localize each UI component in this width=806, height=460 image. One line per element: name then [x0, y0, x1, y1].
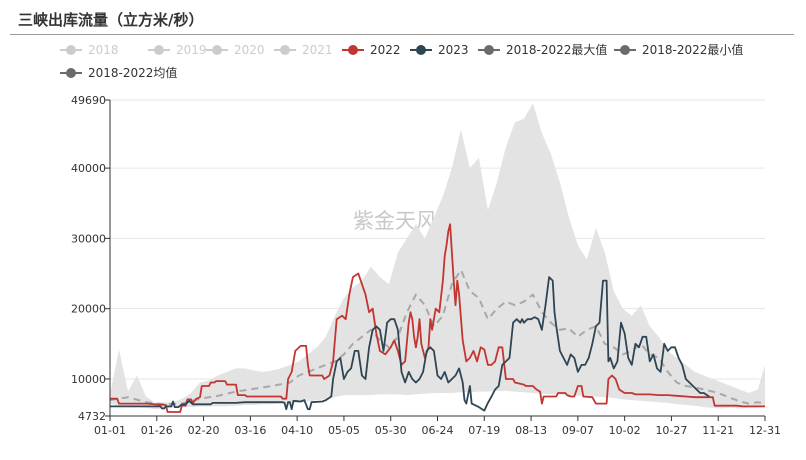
y-tick-label: 20000	[71, 303, 106, 316]
x-tick-label: 02-20	[188, 424, 220, 437]
y-tick-label: 10000	[71, 373, 106, 386]
legend-label: 2021	[302, 43, 333, 57]
series-2022-line	[110, 223, 765, 413]
x-tick-label: 10-27	[655, 424, 687, 437]
legend[interactable]: 2018 2019 2020 2021 2022 2023 2018-2022最大值 2018…	[60, 42, 743, 80]
series-2023-line	[110, 276, 710, 412]
y-tick-label: 40000	[71, 162, 106, 175]
circle-line-icon	[60, 45, 82, 55]
title-divider	[10, 34, 794, 35]
legend-label: 2018-2022最小值	[642, 42, 743, 57]
legend-item-2018[interactable]: 2018	[60, 43, 119, 57]
circle-line-icon	[274, 45, 296, 55]
x-tick-label: 03-16	[234, 424, 266, 437]
axes: 4732 10000 20000 30000 40000 49690 01-01 01-26 0…	[71, 94, 781, 437]
circle-line-icon	[342, 45, 364, 55]
x-tick-label: 06-24	[422, 424, 454, 437]
y-tick-label: 30000	[71, 232, 106, 245]
legend-label: 2018-2022最大值	[506, 42, 607, 57]
circle-line-icon	[60, 68, 82, 78]
circle-line-icon	[148, 45, 170, 55]
series-max-min-area	[110, 103, 765, 410]
x-tick-label: 11-21	[702, 424, 734, 437]
legend-item-2020[interactable]: 2020	[206, 43, 265, 57]
x-tick-label: 01-01	[94, 424, 126, 437]
x-tick-label: 08-13	[515, 424, 547, 437]
chart-title: 三峡出库流量（立方米/秒）	[18, 11, 204, 29]
legend-item-2018-2022最大值[interactable]: 2018-2022最大值	[478, 42, 607, 57]
legend-item-2021[interactable]: 2021	[274, 43, 333, 57]
y-tick-label: 49690	[71, 94, 106, 107]
legend-label: 2018	[88, 43, 119, 57]
legend-item-2018-2022最小值[interactable]: 2018-2022最小值	[614, 42, 743, 57]
legend-label: 2018-2022均值	[88, 65, 177, 80]
x-tick-label: 04-10	[281, 424, 313, 437]
circle-line-icon	[478, 45, 500, 55]
circle-line-icon	[410, 45, 432, 55]
legend-label: 2022	[370, 43, 401, 57]
legend-label: 2020	[234, 43, 265, 57]
x-tick-label: 07-19	[468, 424, 500, 437]
legend-item-2019[interactable]: 2019	[148, 43, 207, 57]
circle-line-icon	[614, 45, 636, 55]
y-tick-label: 4732	[78, 410, 106, 423]
legend-label: 2019	[176, 43, 207, 57]
series-lines	[109, 223, 766, 413]
min-max-band	[110, 103, 765, 410]
x-tick-label: 12-31	[749, 424, 781, 437]
legend-item-2018-2022均值[interactable]: 2018-2022均值	[60, 65, 177, 80]
x-tick-label: 09-07	[562, 424, 594, 437]
x-tick-label: 05-30	[375, 424, 407, 437]
x-tick-label: 05-05	[328, 424, 360, 437]
legend-label: 2023	[438, 43, 469, 57]
x-tick-label: 10-02	[609, 424, 641, 437]
x-tick-label: 01-26	[141, 424, 173, 437]
legend-item-2023[interactable]: 2023	[410, 43, 469, 57]
circle-line-icon	[206, 45, 228, 55]
legend-item-2022[interactable]: 2022	[342, 43, 401, 57]
